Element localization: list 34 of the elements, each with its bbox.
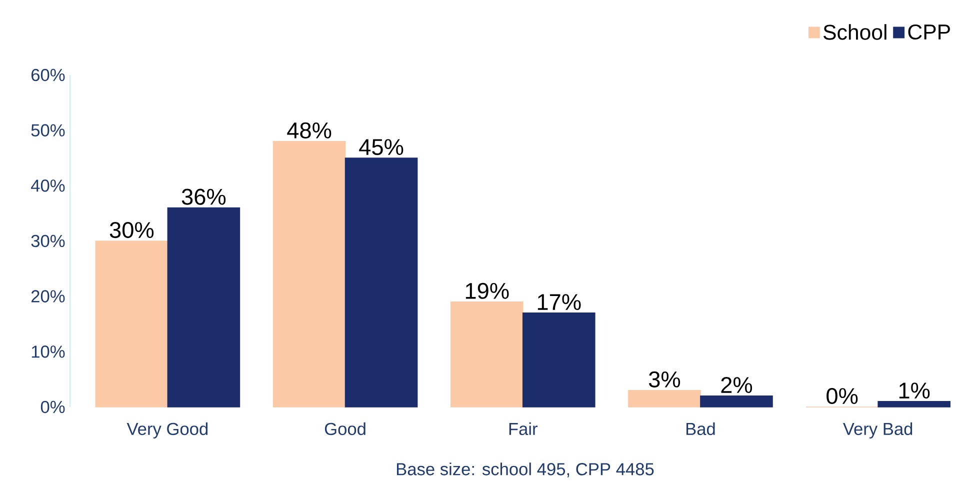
y-tick-label: 20% (31, 290, 65, 302)
y-tick-label: 60% (31, 68, 65, 82)
y-tick-label: 40% (31, 180, 65, 192)
bar (700, 396, 773, 408)
bar (272, 140, 346, 408)
x-tick-label: Good (324, 422, 366, 436)
x-tick-label: Very Good (126, 422, 208, 439)
legend-label: School (824, 24, 886, 40)
y-tick-label: 30% (31, 234, 65, 248)
x-tick-label: Bad (686, 422, 715, 436)
bar (878, 401, 950, 408)
legend-label: CPP (908, 24, 950, 40)
bar (522, 312, 596, 408)
data-label: 48% (287, 122, 332, 138)
x-tick-label: Very Bad (842, 422, 912, 439)
bar (95, 240, 168, 408)
data-label: 30% (110, 222, 154, 238)
text: Base size: school 495, CPP 4485 (396, 462, 654, 478)
data-label: 1% (899, 382, 930, 399)
data-label: 19% (466, 282, 509, 299)
data-label: 17% (538, 294, 581, 310)
x-tick-label: Fair (509, 422, 538, 436)
bar (344, 158, 418, 408)
bar (167, 207, 240, 408)
y-tick-label: 0% (40, 400, 65, 414)
bar (628, 390, 701, 408)
data-label: 3% (648, 371, 680, 388)
bar (450, 301, 524, 408)
y-tick-label: 50% (31, 124, 65, 136)
y-tick-label: 10% (32, 346, 65, 358)
data-label: 45% (359, 139, 404, 156)
data-label: 0% (826, 388, 858, 404)
data-label: 2% (721, 377, 752, 393)
data-label: 36% (182, 188, 226, 205)
